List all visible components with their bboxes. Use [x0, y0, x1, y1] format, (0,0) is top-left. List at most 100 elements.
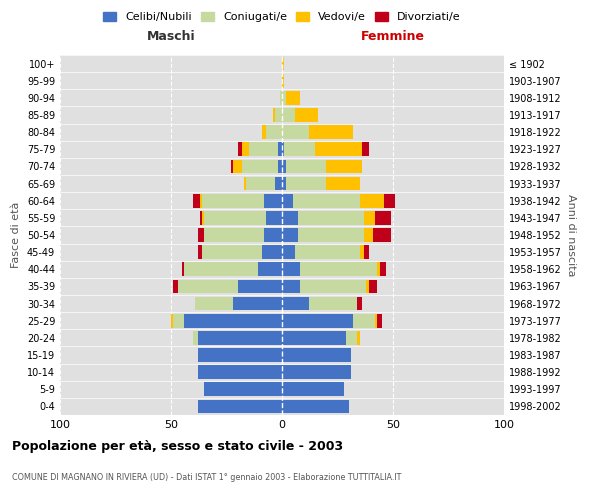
Bar	[362, 142, 368, 156]
Bar	[171, 314, 173, 328]
Bar	[193, 194, 200, 207]
Bar	[204, 382, 282, 396]
Bar	[266, 126, 282, 139]
Bar	[326, 160, 362, 173]
Bar	[247, 176, 275, 190]
Bar	[266, 211, 282, 224]
Bar	[200, 211, 202, 224]
Bar	[360, 194, 384, 207]
Bar	[233, 160, 242, 173]
Bar	[202, 211, 204, 224]
Bar	[286, 160, 326, 173]
Bar	[282, 246, 295, 259]
Bar	[282, 194, 293, 207]
Bar	[300, 262, 377, 276]
Bar	[282, 74, 284, 88]
Text: Popolazione per età, sesso e stato civile - 2003: Popolazione per età, sesso e stato civil…	[12, 440, 343, 453]
Bar	[244, 176, 247, 190]
Bar	[286, 91, 300, 104]
Bar	[173, 280, 178, 293]
Bar	[193, 331, 197, 344]
Bar	[262, 126, 266, 139]
Bar	[280, 91, 282, 104]
Bar	[173, 314, 184, 328]
Text: COMUNE DI MAGNANO IN RIVIERA (UD) - Dati ISTAT 1° gennaio 2003 - Elaborazione TU: COMUNE DI MAGNANO IN RIVIERA (UD) - Dati…	[12, 473, 401, 482]
Bar	[375, 314, 377, 328]
Bar	[384, 194, 395, 207]
Bar	[300, 280, 367, 293]
Bar	[308, 126, 353, 139]
Bar	[298, 228, 364, 242]
Bar	[242, 160, 278, 173]
Bar	[282, 296, 308, 310]
Bar	[282, 280, 300, 293]
Bar	[184, 314, 282, 328]
Bar	[375, 211, 391, 224]
Bar	[282, 126, 308, 139]
Bar	[182, 262, 184, 276]
Bar	[367, 280, 368, 293]
Bar	[326, 176, 360, 190]
Bar	[238, 280, 282, 293]
Bar	[264, 228, 282, 242]
Bar	[231, 160, 233, 173]
Bar	[282, 262, 300, 276]
Bar	[282, 331, 346, 344]
Bar	[364, 228, 373, 242]
Bar	[233, 296, 282, 310]
Bar	[282, 382, 344, 396]
Text: Femmine: Femmine	[361, 30, 425, 43]
Bar	[275, 108, 282, 122]
Bar	[377, 314, 382, 328]
Bar	[200, 194, 202, 207]
Bar	[197, 246, 202, 259]
Bar	[257, 262, 282, 276]
Bar	[346, 331, 358, 344]
Bar	[282, 314, 353, 328]
Bar	[358, 331, 360, 344]
Bar	[282, 366, 351, 379]
Bar	[295, 246, 360, 259]
Text: Maschi: Maschi	[146, 30, 196, 43]
Bar	[197, 366, 282, 379]
Bar	[368, 280, 377, 293]
Bar	[204, 228, 264, 242]
Bar	[284, 142, 316, 156]
Bar	[293, 194, 360, 207]
Bar	[184, 262, 257, 276]
Bar	[295, 108, 317, 122]
Bar	[282, 142, 284, 156]
Bar	[282, 400, 349, 413]
Bar	[202, 194, 264, 207]
Bar	[196, 296, 233, 310]
Bar	[275, 176, 282, 190]
Bar	[282, 211, 298, 224]
Bar	[286, 176, 326, 190]
Bar	[197, 348, 282, 362]
Bar	[360, 246, 364, 259]
Bar	[364, 211, 375, 224]
Bar	[358, 296, 362, 310]
Bar	[282, 160, 286, 173]
Bar	[282, 228, 298, 242]
Bar	[238, 142, 242, 156]
Legend: Celibi/Nubili, Coniugati/e, Vedovi/e, Divorziati/e: Celibi/Nubili, Coniugati/e, Vedovi/e, Di…	[101, 10, 463, 24]
Bar	[278, 142, 282, 156]
Bar	[264, 194, 282, 207]
Bar	[364, 246, 368, 259]
Bar	[197, 331, 282, 344]
Bar	[380, 262, 386, 276]
Bar	[282, 108, 295, 122]
Y-axis label: Anni di nascita: Anni di nascita	[566, 194, 575, 276]
Bar	[262, 246, 282, 259]
Bar	[353, 314, 375, 328]
Bar	[202, 246, 262, 259]
Bar	[242, 142, 249, 156]
Bar	[197, 228, 204, 242]
Y-axis label: Fasce di età: Fasce di età	[11, 202, 21, 268]
Bar	[316, 142, 362, 156]
Bar	[373, 228, 391, 242]
Bar	[278, 160, 282, 173]
Bar	[282, 91, 286, 104]
Bar	[273, 108, 275, 122]
